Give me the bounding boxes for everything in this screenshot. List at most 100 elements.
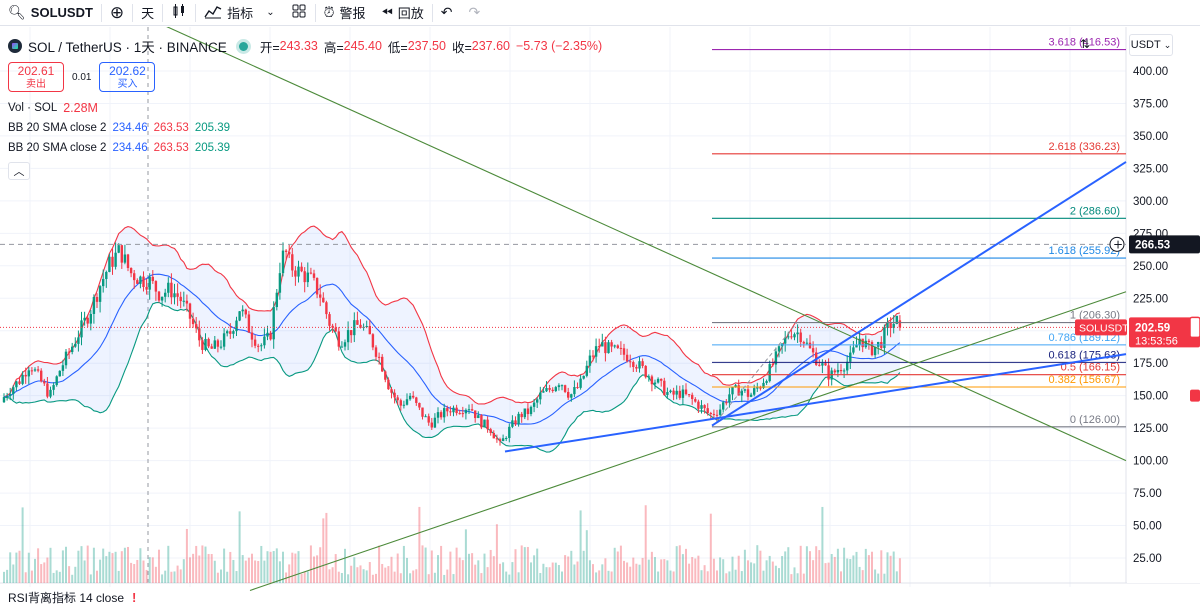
price-chart[interactable]: 3.618 (416.53) 2.618 (336.23) 2 (286.60) 1.…: [0, 27, 1200, 610]
fib-level-label: 2.618 (336.23): [1048, 141, 1120, 153]
volume-bar: [12, 564, 15, 583]
rsi-pane-label[interactable]: RSI背离指标 14 close !: [8, 589, 136, 606]
volume-bar: [182, 559, 185, 583]
volume-bar: [238, 511, 241, 583]
volume-bar: [480, 573, 483, 583]
candle-body: [650, 376, 654, 385]
candle-body: [300, 266, 303, 272]
volume-bar: [27, 552, 30, 583]
candle-body: [542, 391, 545, 393]
candle-body: [83, 317, 86, 321]
candle-body: [315, 277, 319, 295]
chart-type-button[interactable]: [163, 0, 195, 26]
candle-body: [625, 354, 629, 362]
alert-button[interactable]: ⏰︎ 警报: [316, 0, 374, 26]
candle-body: [861, 338, 864, 348]
pair-title[interactable]: SOL / TetherUS · 1天 · BINANCE: [28, 40, 227, 55]
candle-body: [291, 254, 294, 271]
candle-body: [36, 369, 40, 371]
indicators-button[interactable]: 指标 ⌄: [196, 0, 282, 26]
candle-body: [737, 385, 740, 396]
bb-lower-value: 205.39: [194, 142, 231, 154]
bb-indicator-row[interactable]: BB 20 SMA close 2 234.46 263.53 205.39: [8, 138, 230, 158]
candle-body: [799, 332, 802, 343]
candle-body: [95, 297, 99, 302]
candle-body: [855, 344, 858, 348]
candle-body: [198, 328, 201, 341]
volume-bar: [468, 553, 470, 583]
replay-button[interactable]: ⏪︎ 回放: [374, 0, 432, 26]
candle-body: [43, 381, 46, 384]
candle-body: [157, 291, 161, 301]
candle-body: [811, 348, 815, 353]
volume-bar: [545, 567, 548, 583]
bb-upper-value: 263.53: [153, 122, 189, 134]
volume-bar: [570, 550, 573, 583]
candle-body: [412, 395, 415, 398]
price-axis-tick: 250.00: [1133, 261, 1168, 273]
interval-button[interactable]: 天: [133, 0, 162, 26]
volume-bar: [663, 559, 666, 583]
candle-body: [498, 439, 502, 442]
volume-bar: [356, 567, 359, 583]
volume-bar: [365, 570, 368, 583]
sell-button[interactable]: 202.61 卖出: [8, 62, 64, 92]
volume-indicator-row[interactable]: Vol · SOL 2.28M: [8, 98, 230, 118]
volume-bar: [759, 550, 762, 583]
price-axis-tick: 225.00: [1133, 293, 1168, 305]
candle-body: [288, 251, 291, 255]
volume-bar: [536, 548, 539, 583]
volume-bar: [328, 569, 331, 583]
candle-body: [2, 397, 6, 403]
interval-label: 天: [141, 6, 155, 21]
candle-body: [585, 365, 588, 376]
candle-body: [272, 307, 275, 340]
chart-area[interactable]: 3.618 (416.53) 2.618 (336.23) 2 (286.60) 1.…: [0, 27, 1200, 610]
fib-level-label: 0 (126.00): [1070, 414, 1120, 426]
volume-bar: [502, 562, 505, 583]
compare-button[interactable]: ⊕: [102, 0, 132, 26]
candle-body: [818, 364, 821, 366]
layouts-button[interactable]: [283, 0, 315, 26]
candle-body: [734, 385, 737, 387]
volume-bar: [573, 564, 576, 583]
candle-body: [275, 292, 278, 308]
volume-bar: [52, 572, 55, 583]
volume-bar: [833, 556, 836, 583]
candle-body: [694, 399, 697, 402]
undo-button[interactable]: ↶: [433, 0, 461, 26]
buy-button[interactable]: 202.62 买入: [99, 62, 156, 92]
currency-selector[interactable]: USDT ⌄: [1129, 34, 1173, 56]
volume-bar: [464, 529, 467, 583]
candle-body: [402, 404, 406, 406]
collapse-legend-button[interactable]: ︿: [8, 162, 30, 180]
volume-bar: [644, 505, 647, 583]
redo-button[interactable]: ↷: [460, 0, 488, 26]
symbol-search[interactable]: 🔍︎ SOLUSDT: [0, 0, 101, 26]
indicators-label: 指标: [227, 6, 254, 21]
candle-body: [139, 276, 142, 284]
currency-label: USDT: [1130, 39, 1161, 51]
volume-bar: [254, 560, 257, 583]
candle-body: [430, 422, 433, 428]
bb-indicator-row[interactable]: BB 20 SMA close 2 234.46 263.53 205.39: [8, 118, 230, 138]
volume-bar: [871, 551, 873, 583]
candle-body: [117, 245, 120, 253]
candle-body: [24, 374, 27, 377]
volume-bar: [368, 562, 371, 583]
candle-body: [656, 378, 660, 383]
candle-body: [377, 356, 381, 358]
volume-bar: [511, 562, 514, 583]
candle-body: [120, 245, 123, 263]
volume-bar: [762, 570, 765, 583]
undo-icon: ↶: [440, 4, 453, 21]
volume-bar: [195, 545, 198, 583]
volume-bar: [334, 554, 337, 583]
price-axis-bg: [1127, 27, 1200, 583]
candle-body: [554, 387, 557, 392]
volume-bar: [619, 545, 622, 583]
candle-body: [399, 400, 402, 406]
candle-body: [632, 362, 635, 368]
volume-bar: [61, 550, 64, 583]
candle-body: [188, 303, 192, 319]
